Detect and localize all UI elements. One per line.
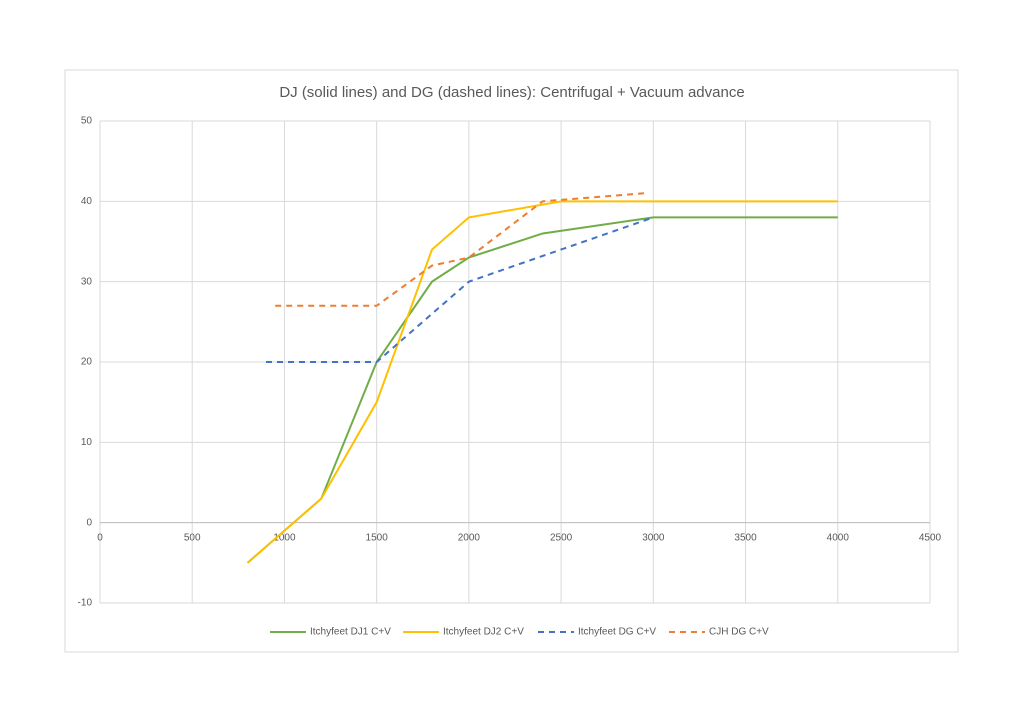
x-tick-label: 3500 — [734, 532, 757, 543]
y-tick-label: 0 — [86, 517, 92, 528]
x-tick-label: 3000 — [642, 532, 665, 543]
y-tick-label: 30 — [81, 276, 93, 287]
y-tick-label: 40 — [81, 196, 93, 207]
legend-label: Itchyfeet DJ2 C+V — [443, 627, 524, 638]
y-tick-label: 50 — [81, 116, 93, 127]
series-line — [266, 216, 654, 363]
chart-title: DJ (solid lines) and DG (dashed lines): … — [279, 84, 744, 101]
x-tick-label: 4500 — [919, 532, 942, 543]
x-tick-label: 500 — [184, 532, 201, 543]
y-tick-label: 10 — [81, 437, 93, 448]
series-line — [246, 216, 838, 564]
x-tick-label: 1500 — [366, 532, 389, 543]
legend-label: CJH DG C+V — [709, 627, 769, 638]
legend-label: Itchyfeet DG C+V — [578, 627, 656, 638]
x-tick-label: 2000 — [458, 532, 481, 543]
series-line — [246, 200, 838, 564]
series-line — [275, 192, 645, 307]
x-tick-label: 0 — [97, 532, 103, 543]
x-tick-label: 4000 — [827, 532, 850, 543]
x-tick-label: 1000 — [273, 532, 296, 543]
legend-label: Itchyfeet DJ1 C+V — [310, 627, 391, 638]
y-tick-label: 20 — [81, 357, 93, 368]
chart-frame — [64, 69, 959, 653]
x-tick-label: 2500 — [550, 532, 573, 543]
y-tick-label: -10 — [78, 598, 93, 609]
